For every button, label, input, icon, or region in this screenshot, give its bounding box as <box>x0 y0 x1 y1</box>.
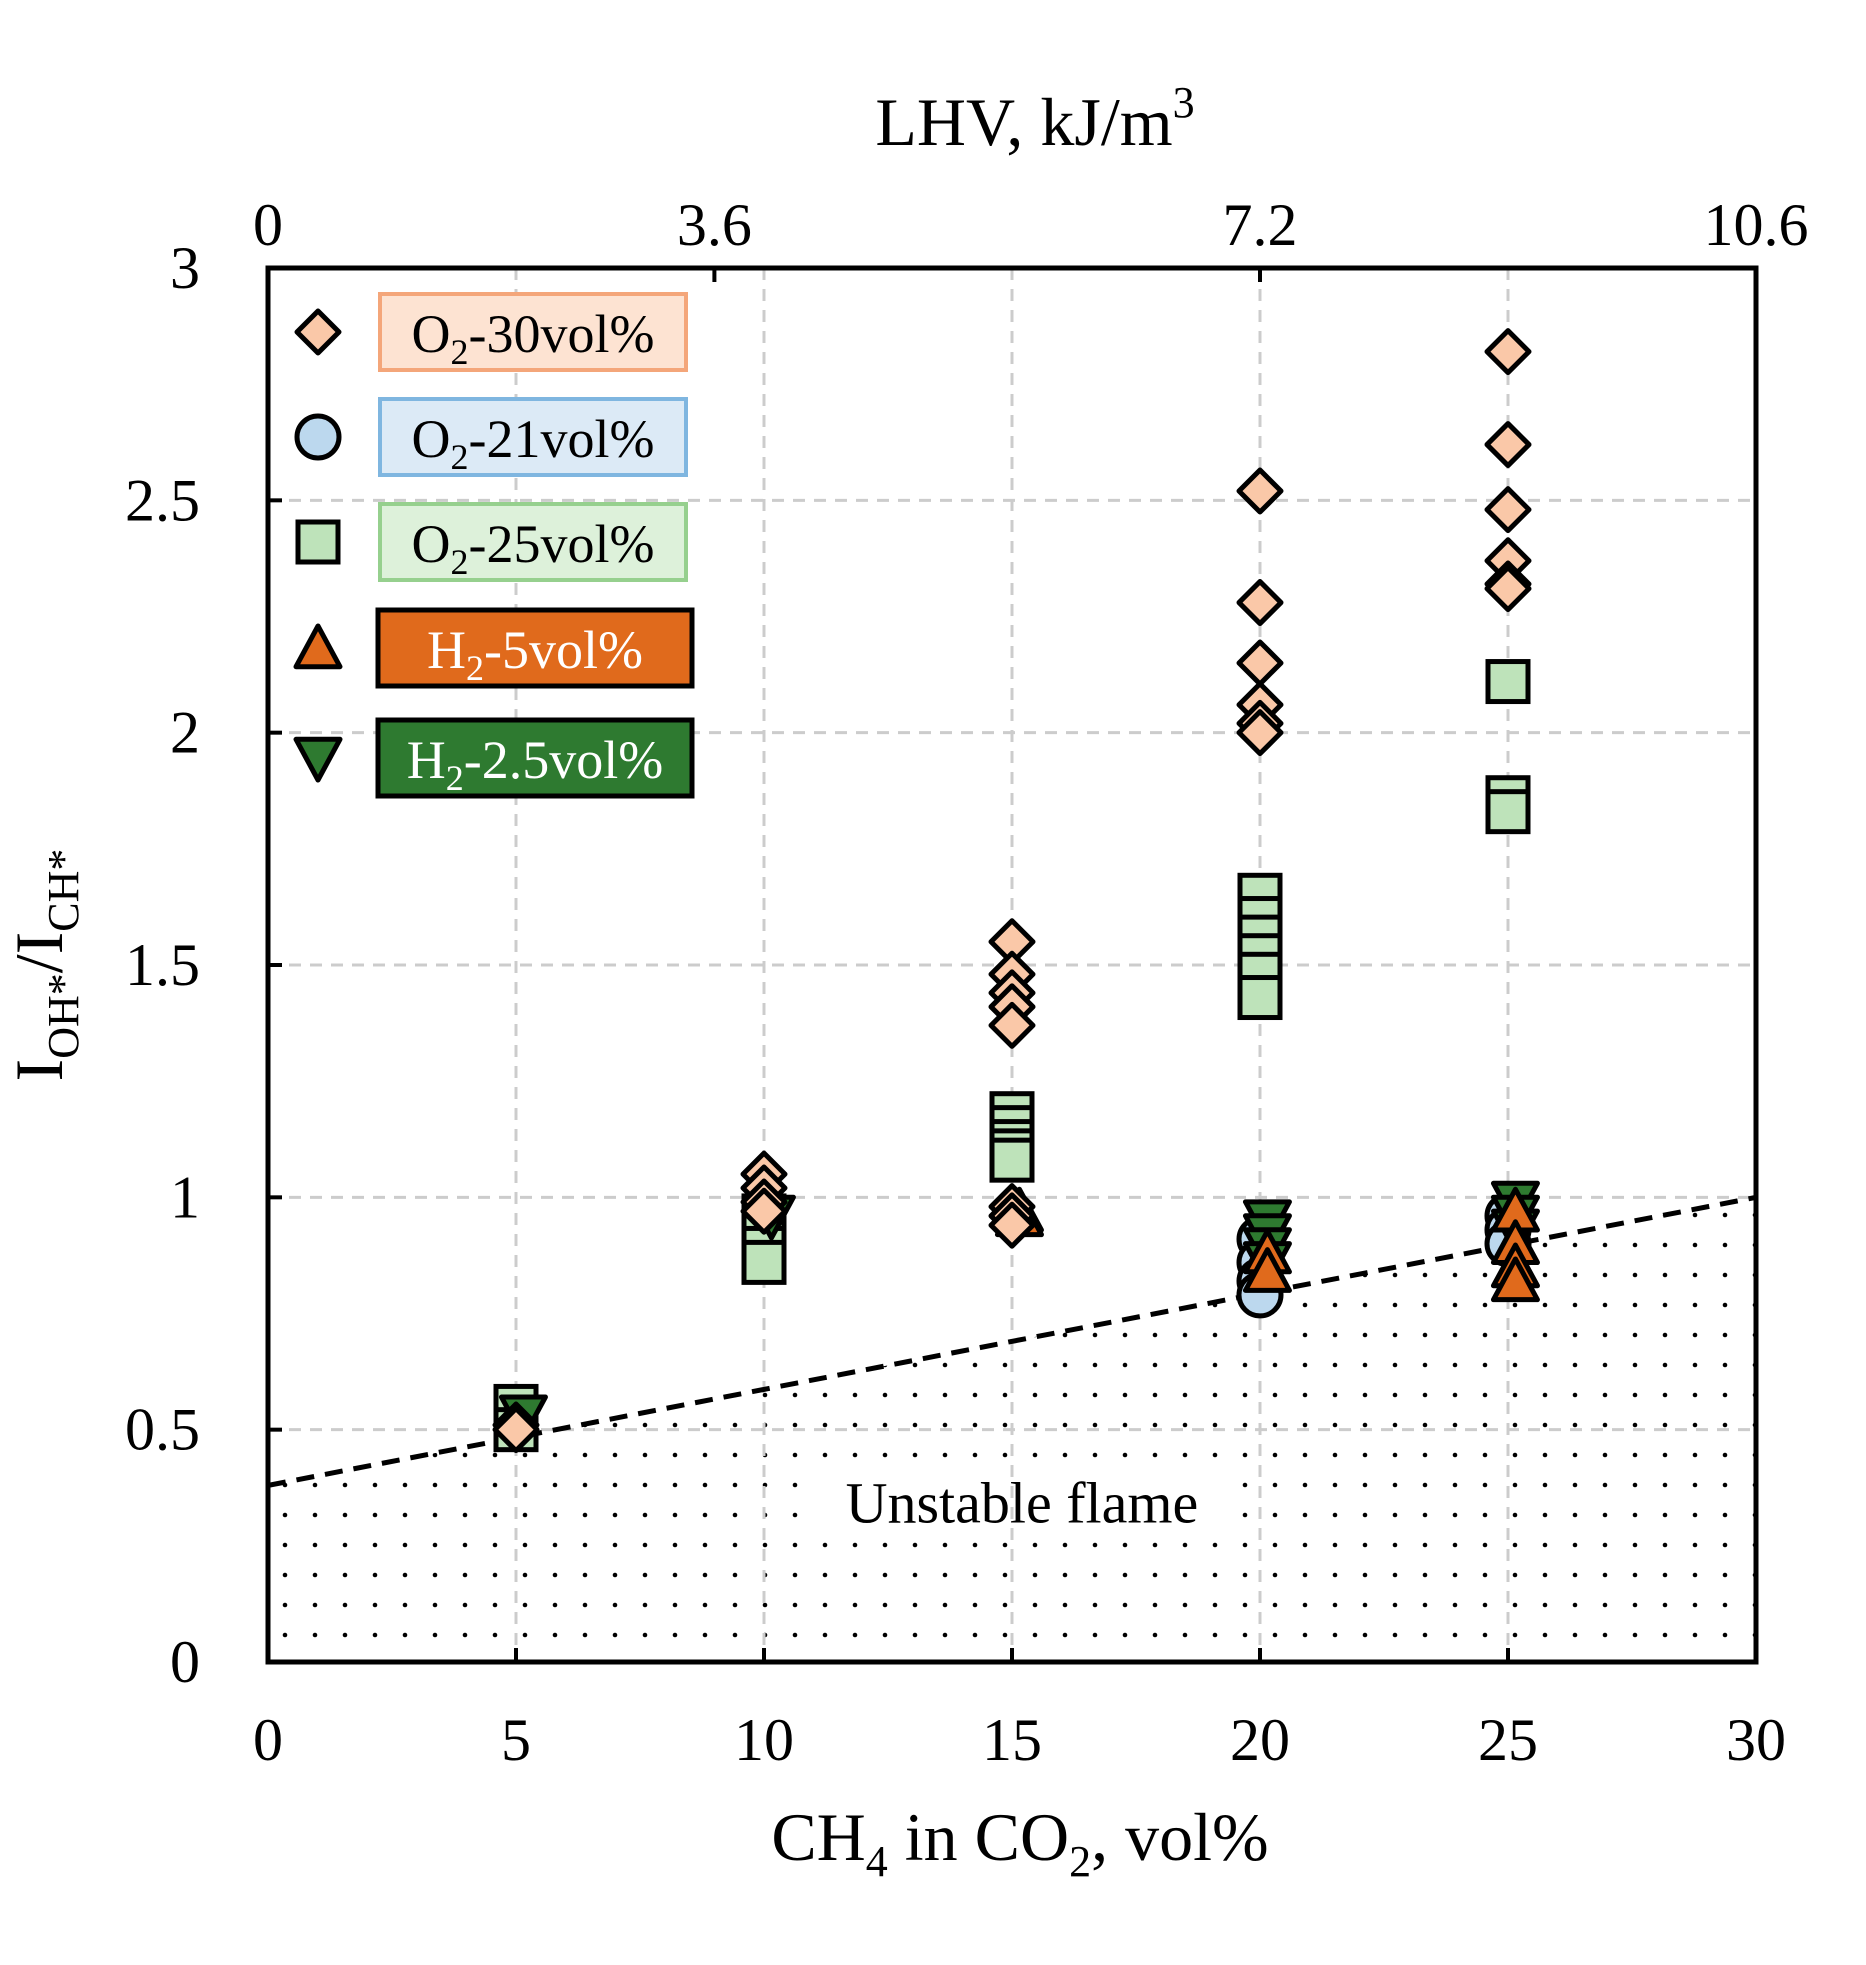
point-diamond <box>1236 709 1284 757</box>
x-tick-label: 5 <box>501 1707 531 1773</box>
legend-marker-circle <box>294 413 342 461</box>
y-tick-label: 0.5 <box>125 1397 200 1463</box>
legend-marker-diamond <box>294 308 342 356</box>
y-tick-label: 2.5 <box>125 467 200 533</box>
legend-marker-triangle-down <box>293 736 343 783</box>
point-diamond <box>1236 579 1284 627</box>
legend-box <box>378 292 688 372</box>
y-tick-label: 0 <box>170 1629 200 1695</box>
point-triangle-up <box>1490 1256 1540 1303</box>
top-tick-label: 10.6 <box>1704 192 1809 258</box>
y-tick-label: 2 <box>170 700 200 766</box>
axis-ticks <box>266 266 1758 1664</box>
top-tick-label: 7.2 <box>1223 192 1298 258</box>
legend-box <box>375 717 695 799</box>
point-triangle-up <box>1242 1247 1292 1293</box>
top-tick-label: 0 <box>253 192 283 258</box>
x-tick-label: 10 <box>734 1707 794 1773</box>
data-points <box>492 328 1540 1454</box>
legend-label: H2-2.5vol% <box>407 730 663 798</box>
legend-marker-triangle-up <box>293 623 343 670</box>
point-square <box>741 1239 787 1285</box>
y-tick-label: 1 <box>170 1164 200 1230</box>
legend-box <box>375 607 695 689</box>
legend-label: O2-21vol% <box>412 409 655 477</box>
x-tick-label: 20 <box>1230 1707 1290 1773</box>
point-square <box>1485 789 1531 835</box>
x-tick-label: 15 <box>982 1707 1042 1773</box>
point-diamond <box>988 1201 1036 1249</box>
legend-marker-square <box>295 519 341 565</box>
point-diamond <box>1484 565 1532 613</box>
point-diamond <box>1484 486 1532 534</box>
unstable-flame-label: Unstable flame <box>846 1471 1199 1536</box>
point-diamond <box>1484 328 1532 376</box>
point-square <box>989 1137 1035 1183</box>
point-diamond <box>492 1406 540 1454</box>
x-tick-label: 30 <box>1726 1707 1786 1773</box>
top-tick-label: 3.6 <box>677 192 752 258</box>
x-tick-label: 25 <box>1478 1707 1538 1773</box>
legend-box <box>378 397 688 477</box>
y-tick-label: 1.5 <box>125 932 200 998</box>
point-diamond <box>1484 421 1532 469</box>
legend-label: H2-5vol% <box>427 620 643 688</box>
legend-label: O2-30vol% <box>412 304 655 372</box>
point-diamond <box>1236 639 1284 687</box>
top-axis-label: LHV, kJ/m3 <box>875 78 1194 160</box>
unstable-label-bg <box>806 1470 1237 1537</box>
point-diamond <box>1236 467 1284 515</box>
point-diamond <box>740 1187 788 1235</box>
y-axis-label: IOH*/ICH* <box>1 849 88 1082</box>
legend-box <box>378 502 688 582</box>
point-square <box>1485 659 1531 705</box>
legend: O2-30vol% O2-21vol% O2-25vol% H2-5vol% H2-2.… <box>293 292 695 799</box>
y-tick-label: 3 <box>170 235 200 301</box>
x-axis-label: CH4 in CO2, vol% <box>771 1799 1268 1886</box>
point-square <box>1237 975 1283 1021</box>
legend-label: O2-25vol% <box>412 514 655 582</box>
point-diamond <box>988 1001 1036 1049</box>
x-tick-label: 0 <box>253 1707 283 1773</box>
